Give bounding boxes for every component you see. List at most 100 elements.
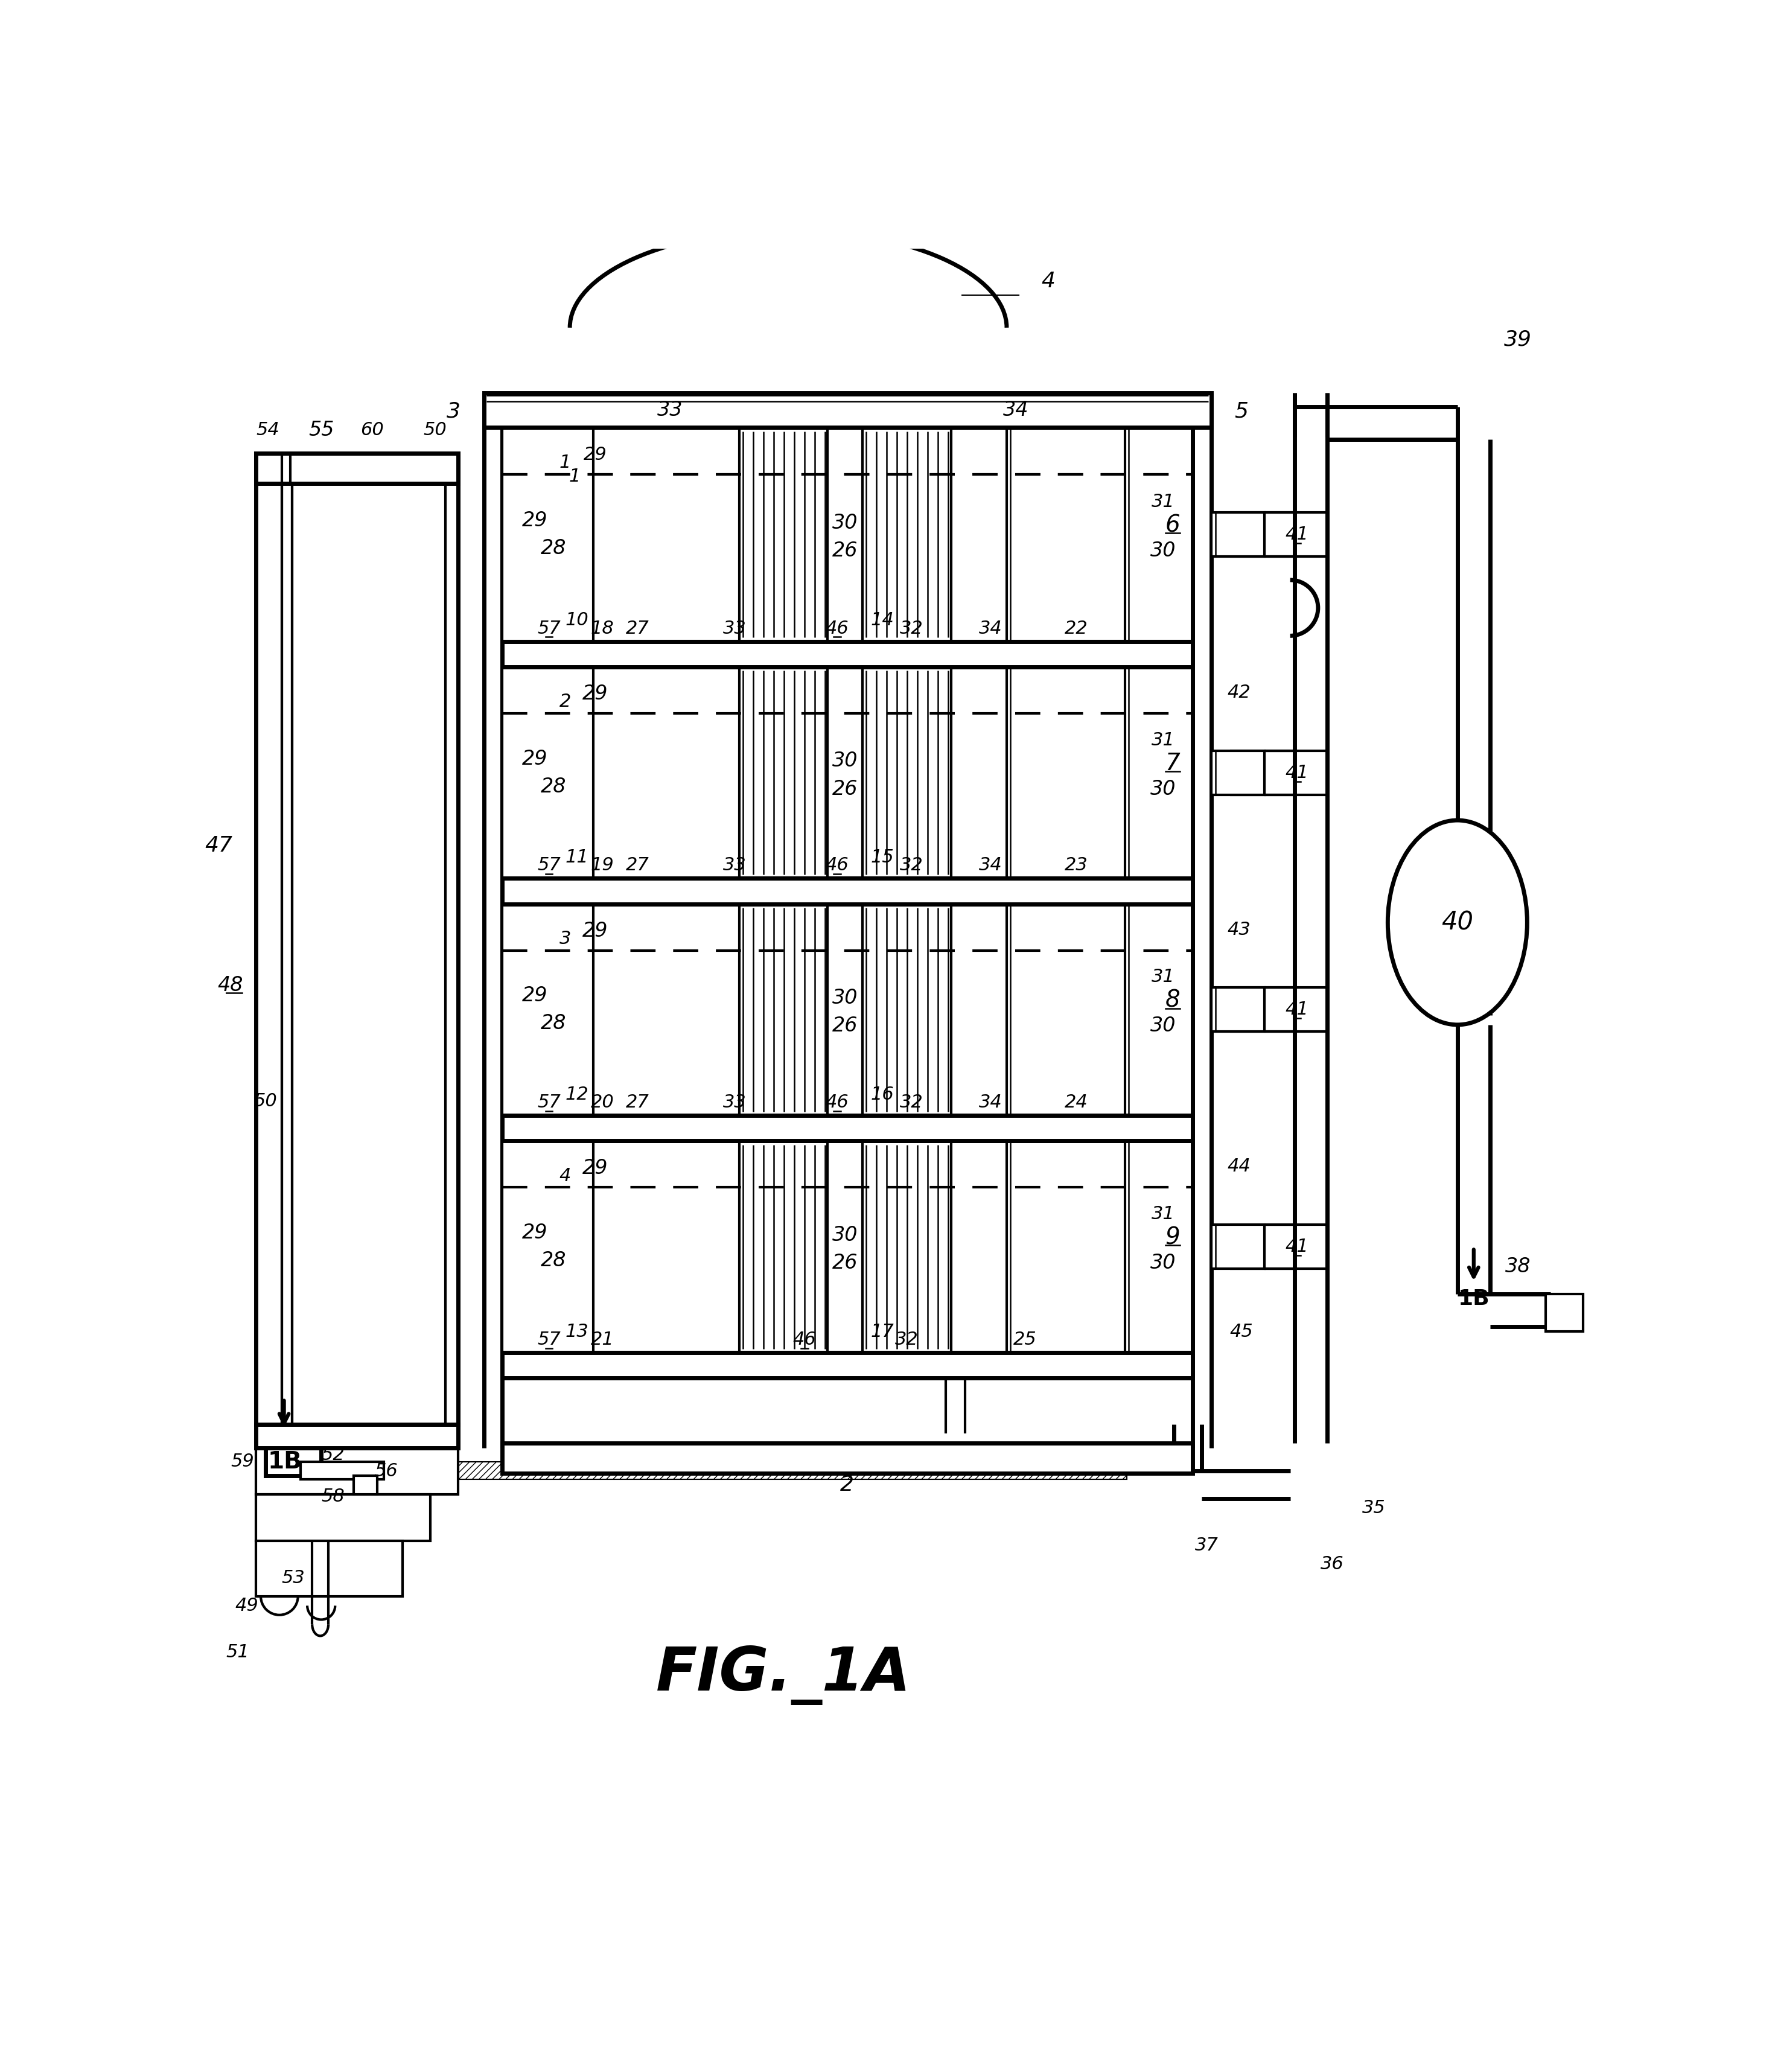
Text: 29: 29: [583, 445, 608, 464]
Text: 24: 24: [1065, 1094, 1088, 1111]
Text: 60: 60: [361, 421, 385, 439]
Bar: [299, 1461, 1127, 1479]
Text: 8: 8: [1166, 988, 1180, 1011]
Text: 32: 32: [895, 1330, 918, 1349]
Text: 11: 11: [565, 850, 588, 866]
Text: 48: 48: [218, 976, 243, 995]
Text: 45: 45: [1230, 1322, 1253, 1341]
Text: 20: 20: [590, 1094, 615, 1111]
Text: 18: 18: [590, 620, 615, 636]
Bar: [257, 454, 459, 483]
Bar: [946, 1115, 966, 1142]
Text: 10: 10: [565, 611, 588, 630]
Text: 41: 41: [1285, 526, 1310, 543]
Bar: [503, 903, 594, 1115]
Bar: [503, 1142, 594, 1353]
Text: 50: 50: [253, 1092, 276, 1111]
Text: 51: 51: [225, 1643, 250, 1662]
Text: FIG._1A: FIG._1A: [656, 1645, 911, 1705]
Text: 31: 31: [1152, 1206, 1175, 1222]
Text: 22: 22: [1065, 620, 1088, 636]
Text: 33: 33: [723, 620, 746, 636]
Text: 46: 46: [826, 620, 849, 636]
Text: 34: 34: [1003, 400, 1030, 421]
Text: 17: 17: [870, 1322, 893, 1341]
Text: 54: 54: [257, 421, 280, 439]
Text: 59: 59: [230, 1452, 253, 1471]
Text: 38: 38: [1504, 1256, 1531, 1276]
Text: 2: 2: [840, 1475, 854, 1496]
Text: 4: 4: [1042, 271, 1056, 292]
Text: 26: 26: [833, 779, 858, 800]
Bar: [299, 1461, 385, 1479]
Bar: [503, 1442, 1193, 1473]
Bar: [354, 1475, 377, 1494]
Text: 28: 28: [540, 1013, 567, 1034]
Text: 40: 40: [1441, 910, 1474, 934]
Text: 35: 35: [1363, 1500, 1386, 1517]
Text: 30: 30: [1150, 1254, 1177, 1272]
Text: 28: 28: [540, 1251, 567, 1270]
Bar: [503, 1115, 1193, 1142]
Text: 53: 53: [282, 1569, 305, 1587]
Bar: [503, 642, 1193, 667]
Text: 32: 32: [900, 620, 923, 636]
Text: 31: 31: [1152, 731, 1175, 748]
Text: 2: 2: [560, 692, 571, 711]
Text: 41: 41: [1285, 765, 1310, 781]
Text: 26: 26: [833, 1254, 858, 1272]
Bar: [503, 667, 594, 879]
Text: 29: 29: [523, 510, 548, 530]
Bar: [1210, 512, 1265, 557]
Text: 33: 33: [657, 400, 682, 421]
Text: 29: 29: [583, 684, 608, 704]
Text: 41: 41: [1285, 1001, 1310, 1019]
Text: 1: 1: [569, 468, 579, 485]
Text: 15: 15: [870, 850, 893, 866]
Bar: [503, 903, 594, 1115]
Bar: [1210, 1225, 1265, 1268]
Bar: [257, 1542, 402, 1595]
Text: 4: 4: [560, 1167, 571, 1185]
Text: 27: 27: [626, 1094, 649, 1111]
Text: 5: 5: [1235, 402, 1247, 421]
Text: 27: 27: [626, 620, 649, 636]
Text: 57: 57: [537, 620, 560, 636]
Text: 29: 29: [523, 1222, 548, 1243]
Bar: [1210, 750, 1265, 796]
Bar: [1545, 1295, 1582, 1332]
Text: 3: 3: [560, 930, 571, 947]
Text: 57: 57: [537, 856, 560, 874]
Text: 1B: 1B: [268, 1450, 301, 1473]
Text: 30: 30: [833, 750, 858, 771]
Text: 31: 31: [1152, 493, 1175, 510]
Ellipse shape: [1387, 821, 1527, 1026]
Text: 58: 58: [321, 1488, 344, 1504]
Text: 28: 28: [540, 539, 567, 557]
Bar: [503, 1142, 1193, 1353]
Text: 56: 56: [374, 1463, 399, 1479]
Text: 29: 29: [523, 748, 548, 769]
Bar: [1210, 1225, 1265, 1268]
Bar: [503, 1353, 1193, 1378]
Bar: [1210, 988, 1265, 1032]
Bar: [484, 394, 1210, 427]
Text: 19: 19: [590, 856, 615, 874]
Text: 3: 3: [447, 402, 461, 421]
Bar: [503, 1115, 1193, 1142]
Text: 21: 21: [590, 1330, 615, 1349]
Text: 16: 16: [870, 1086, 893, 1102]
Text: 30: 30: [1150, 1015, 1177, 1036]
Text: 57: 57: [537, 1094, 560, 1111]
Text: 30: 30: [833, 1225, 858, 1245]
Bar: [1210, 988, 1265, 1032]
Text: 32: 32: [900, 856, 923, 874]
Text: 6: 6: [1166, 514, 1180, 537]
Bar: [257, 454, 459, 1423]
Text: 46: 46: [826, 856, 849, 874]
Bar: [257, 1423, 459, 1448]
Bar: [503, 667, 594, 879]
Text: 46: 46: [792, 1330, 817, 1349]
Bar: [503, 1442, 1193, 1473]
Text: 34: 34: [978, 1094, 1003, 1111]
